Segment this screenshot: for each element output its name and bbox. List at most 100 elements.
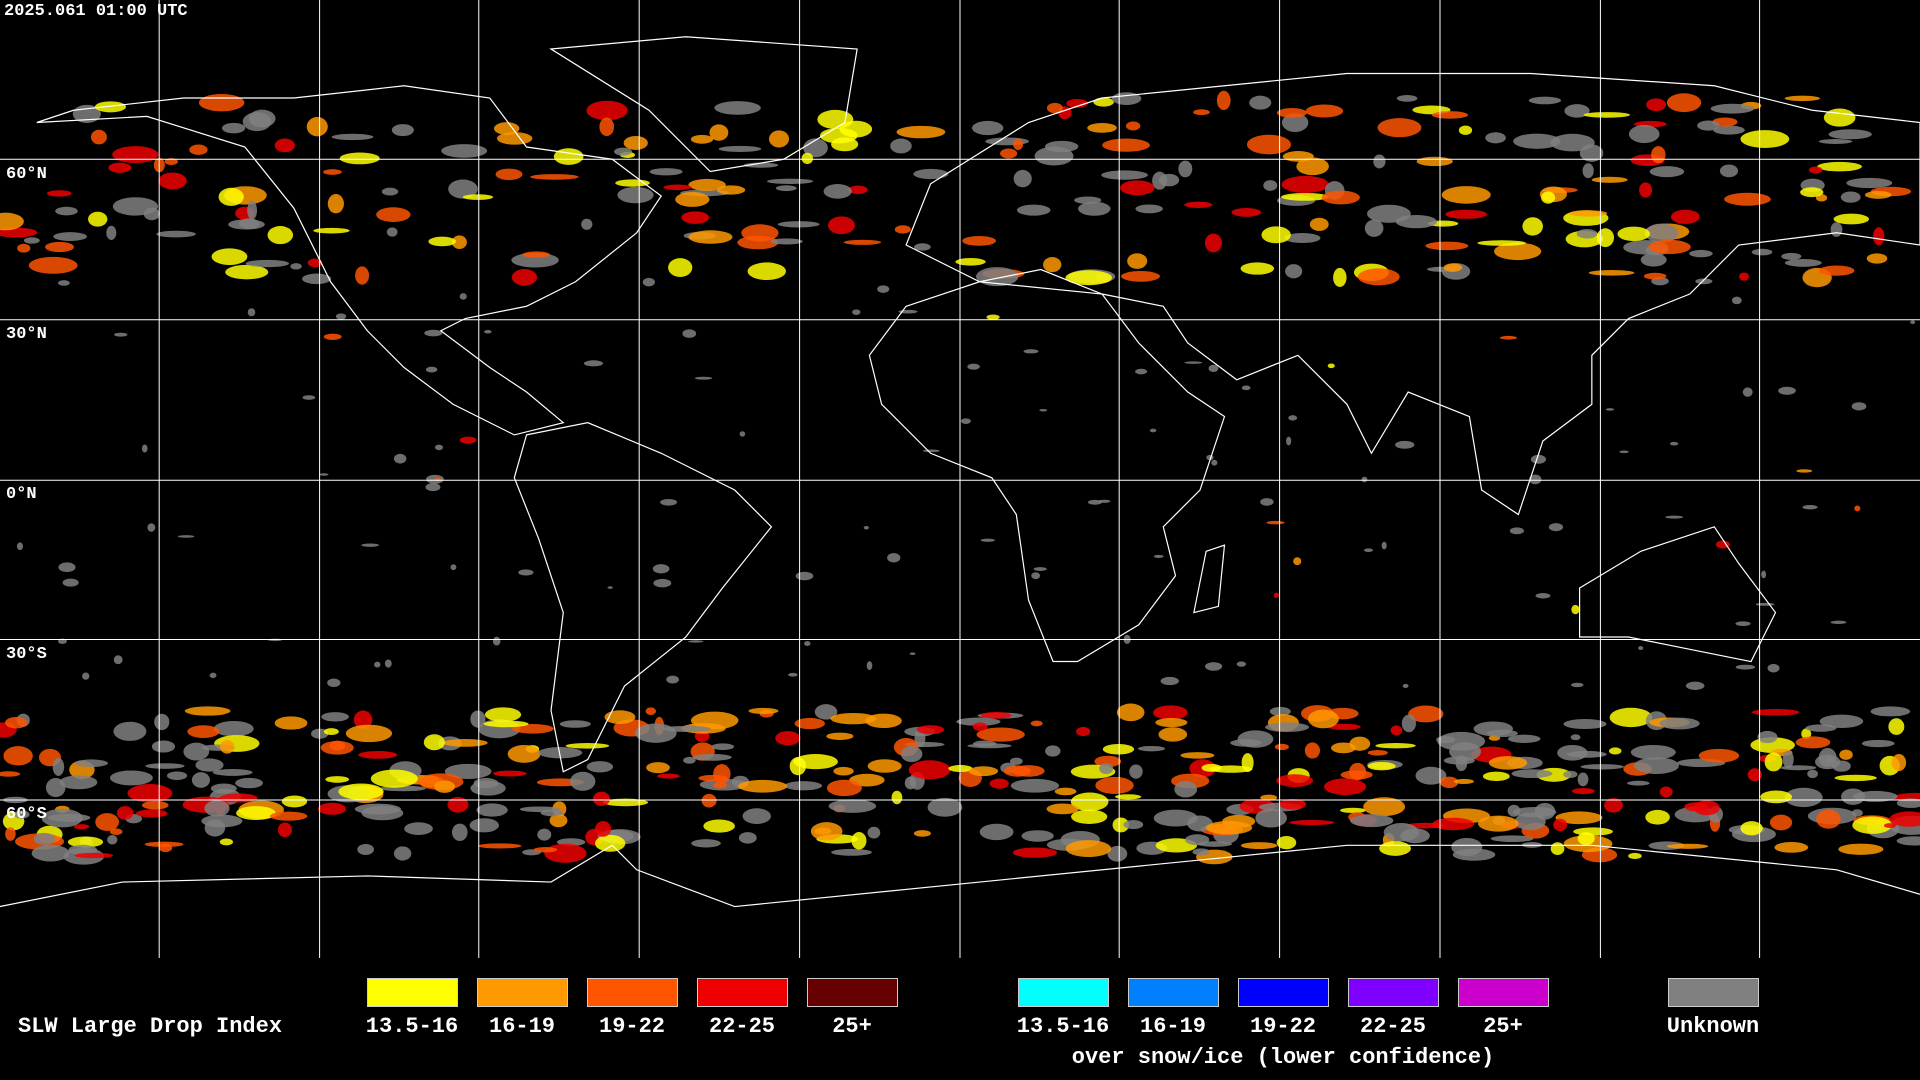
cloud-patch xyxy=(766,178,814,185)
cloud-patch xyxy=(867,826,881,839)
cloud-patch xyxy=(604,710,636,725)
cloud-patch xyxy=(1184,361,1203,364)
cloud-patch xyxy=(1286,436,1292,446)
cloud-patch xyxy=(1023,349,1039,354)
cloud-patch xyxy=(425,483,441,492)
cloud-patch xyxy=(1553,818,1568,832)
cloud-patch xyxy=(74,759,108,768)
cloud-patch xyxy=(484,707,522,722)
cloud-patch xyxy=(1363,548,1374,553)
cloud-patch xyxy=(1349,736,1371,751)
cloud-patch xyxy=(201,814,243,828)
cloud-patch xyxy=(1760,790,1793,804)
cloud-patch xyxy=(177,535,195,538)
cloud-patch xyxy=(914,243,931,251)
cloud-patch xyxy=(793,754,838,770)
cloud-patch xyxy=(1149,428,1157,433)
cloud-patch xyxy=(1065,270,1112,286)
cloud-patch xyxy=(112,146,159,164)
cloud-patch xyxy=(586,761,614,773)
cloud-patch xyxy=(1818,265,1855,276)
cloud-patch xyxy=(1817,161,1862,172)
coastlines xyxy=(0,37,1920,907)
cloud-patch xyxy=(1482,771,1510,781)
cloud-patch xyxy=(663,184,692,191)
cloud-patch xyxy=(183,742,210,761)
cloud-patch xyxy=(1645,809,1670,825)
cloud-patch xyxy=(896,125,946,139)
cloud-patch xyxy=(828,799,877,813)
cloud-patch xyxy=(1583,112,1631,118)
cloud-patch xyxy=(470,710,486,728)
cloud-patch xyxy=(594,834,626,852)
cloud-patch xyxy=(887,552,901,563)
cloud-patch xyxy=(1044,140,1079,153)
legend-swatch xyxy=(1458,978,1549,1007)
cloud-patch xyxy=(1640,253,1667,267)
cloud-patch xyxy=(1784,258,1822,267)
cloud-patch xyxy=(1852,816,1892,834)
cloud-patch xyxy=(151,740,176,753)
cloud-patch xyxy=(1596,228,1614,248)
cloud-patch xyxy=(33,832,56,845)
cloud-patch xyxy=(483,720,529,728)
cloud-patch xyxy=(1401,714,1416,733)
cloud-patch xyxy=(1416,156,1453,167)
cloud-patch xyxy=(23,237,40,244)
madagascar xyxy=(1194,545,1225,612)
cloud-patch xyxy=(277,822,292,838)
cloud-patch xyxy=(1628,124,1660,144)
cloud-patch xyxy=(1808,166,1823,174)
cloud-patch xyxy=(1591,176,1628,183)
cloud-patch xyxy=(694,376,713,380)
cloud-patch xyxy=(1751,248,1773,256)
cloud-patch xyxy=(1249,95,1272,110)
cloud-patch xyxy=(972,120,1004,136)
cloud-patch xyxy=(156,230,196,238)
cloud-patch xyxy=(204,800,230,817)
map xyxy=(0,0,1920,958)
cloud-patch xyxy=(1160,676,1179,686)
cloud-patch xyxy=(1333,267,1347,288)
cloud-patch xyxy=(989,778,1009,789)
cloud-patch xyxy=(1240,262,1275,275)
cloud-patch xyxy=(1211,459,1218,466)
cloud-patch xyxy=(109,828,123,836)
legend-label: 22-25 xyxy=(708,1014,776,1039)
cloud-patch xyxy=(209,672,217,679)
cloud-patch xyxy=(267,226,294,245)
cloud-patch xyxy=(1630,744,1676,760)
cloud-patch xyxy=(826,779,862,797)
legend-swatch xyxy=(1238,978,1329,1007)
cloud-patch xyxy=(1121,270,1160,282)
cloud-patch xyxy=(553,148,584,165)
cloud-patch xyxy=(1260,498,1274,506)
cloud-patch xyxy=(1659,786,1673,798)
cloud-patch xyxy=(1021,830,1054,842)
cloud-patch xyxy=(323,169,342,175)
cloud-patch xyxy=(1757,730,1778,744)
cloud-patch xyxy=(46,190,72,197)
cloud-patch xyxy=(681,211,710,224)
cloud-patch xyxy=(559,720,591,728)
cloud-patch xyxy=(690,711,739,730)
legend-swatch xyxy=(1668,978,1759,1007)
cloud-patch xyxy=(1751,708,1800,716)
cloud-patch xyxy=(1445,209,1487,219)
cloud-patch xyxy=(424,329,443,337)
cloud-patch xyxy=(345,724,393,743)
cloud-patch xyxy=(909,652,916,656)
cloud-patch xyxy=(143,207,160,221)
cloud-patch xyxy=(68,844,98,856)
cloud-patch xyxy=(1861,739,1895,748)
cloud-patch xyxy=(956,717,1001,726)
cloud-patch xyxy=(1087,122,1117,133)
cloud-patch xyxy=(184,706,231,716)
cloud-patch xyxy=(1582,163,1594,179)
cloud-patch xyxy=(335,313,347,320)
cloud-patch xyxy=(1564,104,1590,118)
cloud-patch xyxy=(187,725,220,738)
cloud-patch xyxy=(1350,814,1394,828)
cloud-patch xyxy=(814,704,838,720)
cloud-patch xyxy=(1800,187,1824,198)
